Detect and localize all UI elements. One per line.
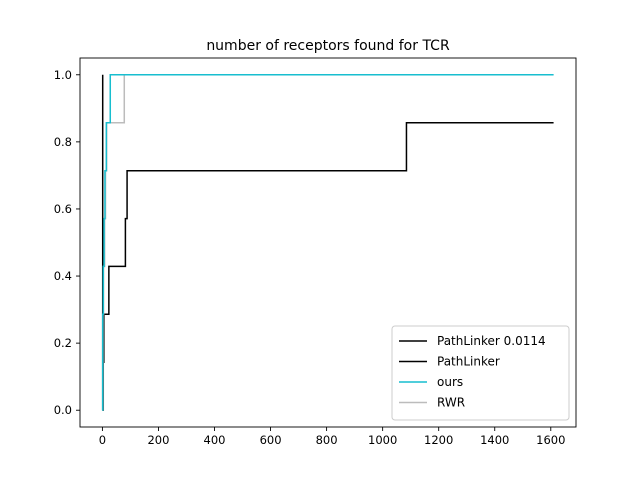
legend-label: ours xyxy=(437,375,463,389)
y-tick-label: 0.8 xyxy=(54,135,72,149)
y-tick-label: 0.2 xyxy=(54,336,72,350)
legend-label: PathLinker xyxy=(437,355,500,369)
legend-box xyxy=(391,325,570,421)
x-tick-label: 800 xyxy=(316,433,338,447)
x-tick-label: 600 xyxy=(260,433,282,447)
y-tick-label: 0.6 xyxy=(54,202,72,216)
y-tick-label: 0.0 xyxy=(54,403,72,417)
y-tick-label: 0.4 xyxy=(54,269,72,283)
y-axis-ticks: 0.0 0.2 0.4 0.6 0.8 1.0 xyxy=(54,68,80,417)
legend: PathLinker 0.0114 PathLinker ours RWR xyxy=(391,325,570,421)
x-tick-label: 1200 xyxy=(424,433,453,447)
x-tick-label: 0 xyxy=(99,433,106,447)
axes-frame xyxy=(79,57,577,428)
series-line-2 xyxy=(101,74,554,411)
x-tick-label: 200 xyxy=(147,433,169,447)
plot-lines xyxy=(101,74,554,411)
x-tick-label: 1600 xyxy=(536,433,565,447)
legend-label: RWR xyxy=(437,396,465,410)
x-tick-label: 400 xyxy=(204,433,226,447)
x-tick-label: 1400 xyxy=(480,433,509,447)
legend-label: PathLinker 0.0114 xyxy=(437,334,546,348)
y-tick-label: 1.0 xyxy=(54,68,72,82)
x-axis-ticks: 0 200 400 600 800 1000 1200 1400 1600 xyxy=(99,427,565,447)
chart-title: number of receptors found for TCR xyxy=(206,38,450,54)
x-tick-label: 1000 xyxy=(368,433,397,447)
